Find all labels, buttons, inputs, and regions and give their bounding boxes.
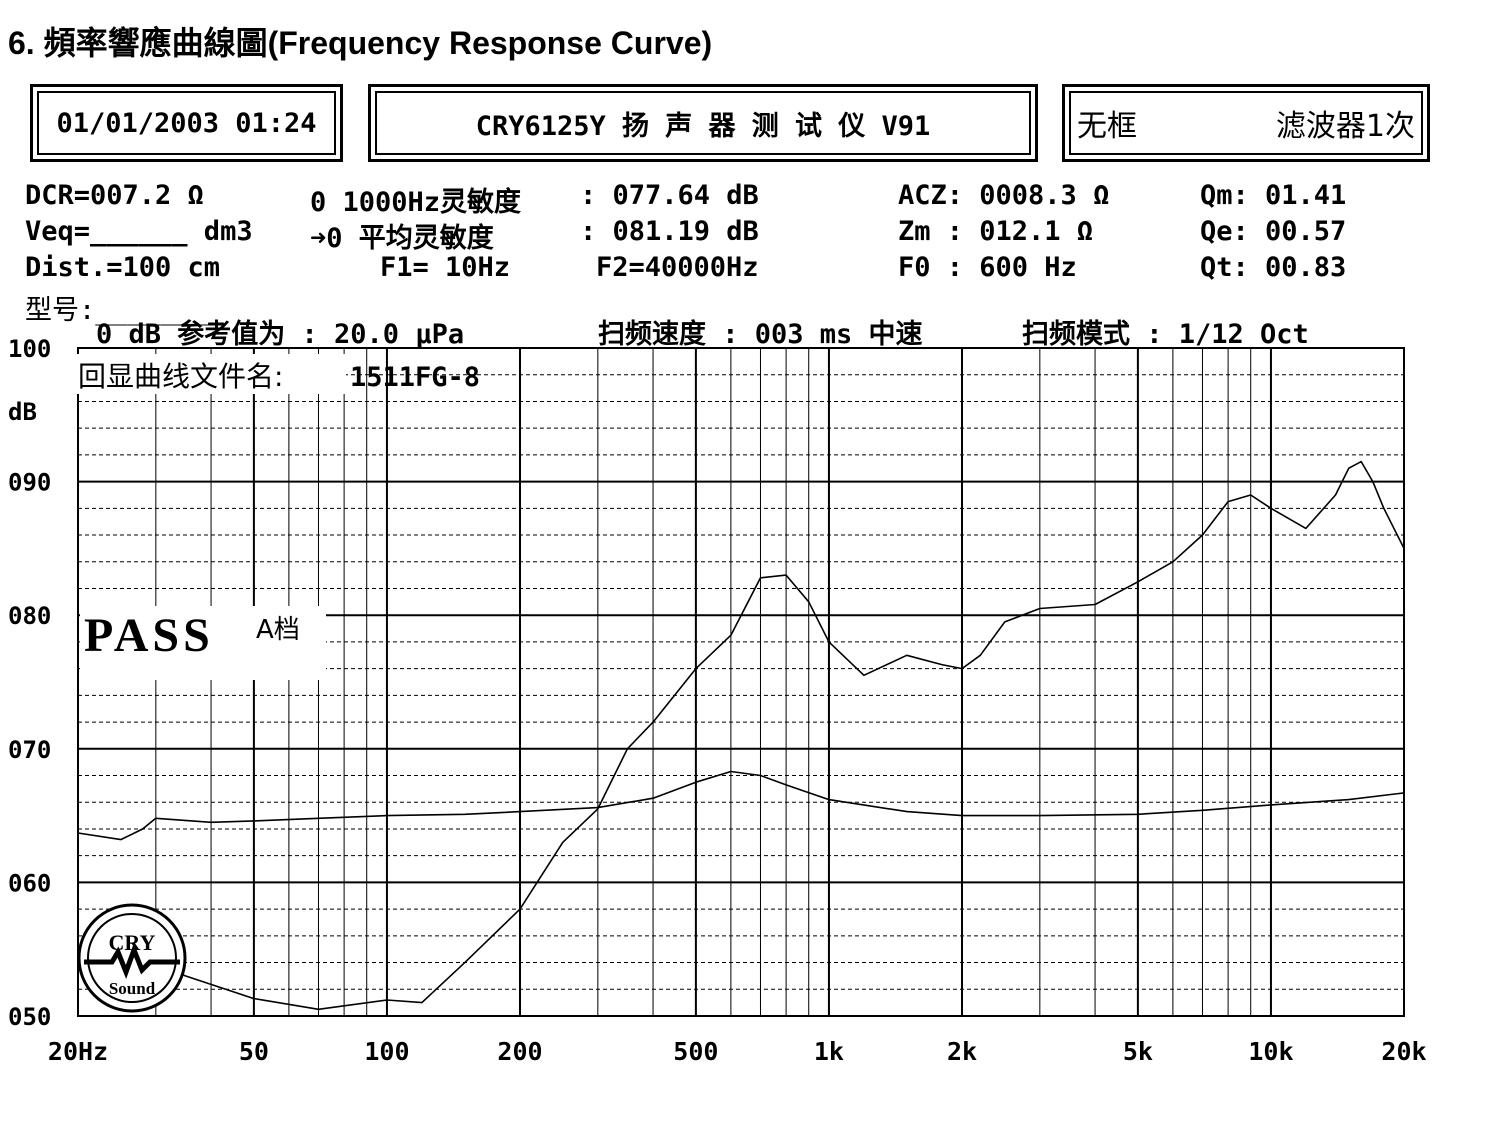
series-layer <box>77 460 1405 1011</box>
datetime-inner: 01/01/2003 01:24 <box>37 91 336 155</box>
major-grid <box>77 347 1405 1017</box>
page-heading: 6. 頻率響應曲線圖(Frequency Response Curve) <box>8 25 713 61</box>
datetime-box: 01/01/2003 01:24 <box>30 84 343 162</box>
x-tick-label: 20Hz <box>48 1037 108 1066</box>
sweep-mode-readout: 扫频模式 : 1/12 Oct <box>1022 319 1309 350</box>
qe-readout: Qe: 00.57 <box>1200 216 1347 247</box>
mode-text: 无框 <box>1077 109 1137 144</box>
y-unit-label: dB <box>8 398 37 426</box>
logo-wave-icon <box>84 942 180 980</box>
datetime-text: 01/01/2003 01:24 <box>56 107 317 139</box>
filename-label: 回显曲线文件名: <box>78 360 283 393</box>
y-tick-label: 060 <box>8 869 51 897</box>
f1-readout: F1= 10Hz <box>380 252 511 283</box>
pass-badge-bg <box>80 606 326 680</box>
f2-readout: F2=40000Hz <box>596 252 759 283</box>
reference-readout: 0 dB 参考值为 : 20.0 μPa <box>96 319 465 350</box>
filename-label-bg <box>76 354 346 394</box>
instrument-box: CRY6125Y 扬 声 器 测 试 仪 V91 <box>368 84 1038 162</box>
x-tick-label: 2k <box>947 1037 977 1066</box>
minor-grid <box>78 348 1404 1016</box>
acz-readout: ACZ: 0008.3 Ω <box>898 180 1110 211</box>
sweep-speed-readout: 扫频速度 : 003 ms 中速 <box>598 319 923 350</box>
logo-inner-ring <box>87 913 177 1003</box>
plot-frame <box>77 347 1405 1017</box>
dcr-readout: DCR=007.2 Ω <box>25 180 204 211</box>
y-tick-labels: 050 060 070 080 090 100 <box>8 335 51 1031</box>
y-tick-label: 100 <box>8 335 51 363</box>
cry-sound-logo: CRY Sound <box>77 903 187 1013</box>
frequency-response-line <box>120 460 1405 1011</box>
x-tick-label: 500 <box>673 1037 718 1066</box>
filter-text: 滤波器1次 <box>1275 109 1415 144</box>
qm-readout: Qm: 01.41 <box>1200 180 1347 211</box>
mode-box: 无框 滤波器1次 <box>1062 84 1430 162</box>
instrument-inner: CRY6125Y 扬 声 器 测 试 仪 V91 <box>375 91 1031 155</box>
x-tick-label: 5k <box>1123 1037 1153 1066</box>
distance-readout: Dist.=100 cm <box>25 252 221 283</box>
mode-inner: 无框 滤波器1次 <box>1069 91 1423 155</box>
sensitivity-value: : 077.64 dB <box>580 180 759 211</box>
y-tick-label: 050 <box>8 1003 51 1031</box>
x-tick-label: 200 <box>497 1037 542 1066</box>
f0-readout: F0 : 600 Hz <box>898 252 1077 283</box>
x-tick-label: 10k <box>1248 1037 1293 1066</box>
zm-readout: Zm : 012.1 Ω <box>898 216 1094 247</box>
logo-text-bottom: Sound <box>109 979 156 998</box>
y-tick-label: 080 <box>8 602 51 630</box>
qt-readout: Qt: 00.83 <box>1200 252 1347 283</box>
veq-readout: Veq=______ dm3 <box>25 216 253 247</box>
y-tick-label: 070 <box>8 736 51 764</box>
distortion-response-line <box>77 770 1405 841</box>
x-tick-label: 1k <box>814 1037 844 1066</box>
instrument-text: CRY6125Y 扬 声 器 测 试 仪 V91 <box>475 110 931 142</box>
pass-stamp: PASS <box>84 609 214 662</box>
model-field: 型号:________ <box>25 295 226 326</box>
avg-sensitivity-value: : 081.19 dB <box>580 216 759 247</box>
grade-label: A档 <box>256 615 300 645</box>
x-tick-labels: 20Hz 50 100 200 500 1k 2k 5k 10k 20k <box>48 1037 1427 1066</box>
y-tick-label: 090 <box>8 469 51 497</box>
sensitivity-label: 0 1000Hz灵敏度 <box>310 187 522 218</box>
filename-value: 1511FG-8 <box>350 362 480 393</box>
avg-sensitivity-label: ➜0 平均灵敏度 <box>310 223 494 254</box>
x-tick-label: 50 <box>239 1037 269 1066</box>
x-tick-label: 100 <box>364 1037 409 1066</box>
x-tick-label: 20k <box>1381 1037 1426 1066</box>
